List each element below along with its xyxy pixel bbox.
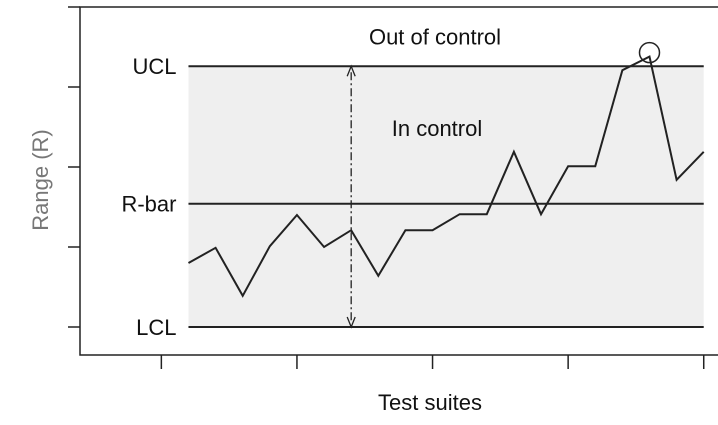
data-line xyxy=(187,55,705,298)
arrow-head xyxy=(346,64,356,77)
annotation: Out of control xyxy=(369,24,501,49)
control-limit-label: R-bar xyxy=(121,192,176,217)
frame xyxy=(79,6,718,356)
out-of-control-marker xyxy=(638,41,661,64)
y-axis-label: Range (R) xyxy=(28,129,53,230)
arrow-head xyxy=(346,316,356,329)
control-band xyxy=(188,66,704,327)
control-limit-label: UCL xyxy=(132,54,176,79)
control-limit-label: LCL xyxy=(136,315,176,340)
x-axis-label: Test suites xyxy=(378,390,482,415)
annotation: In control xyxy=(392,116,483,141)
